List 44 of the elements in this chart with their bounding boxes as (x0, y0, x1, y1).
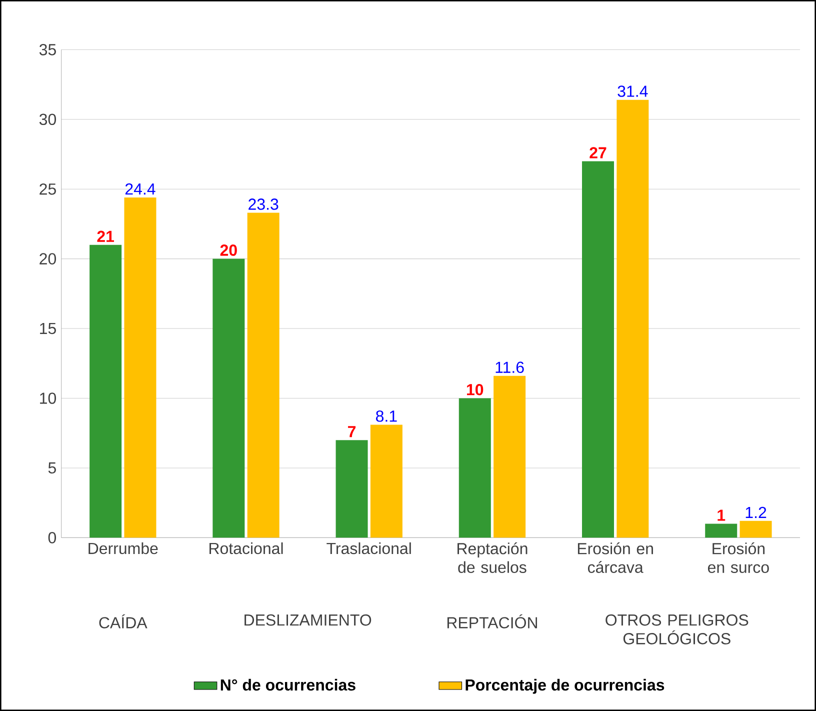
x-tick-label: Rotacional (210, 542, 283, 554)
data-label: 11.6 (496, 362, 524, 373)
y-tick-label: 15 (40, 322, 56, 334)
x-tick-label: Erosión en cárcava (578, 542, 653, 573)
legend-label: Porcentaje de ocurrencias (466, 678, 664, 694)
y-tick-label: 0 (48, 532, 56, 544)
data-label: 10 (467, 384, 484, 396)
bar (124, 197, 156, 538)
data-label: 1.2 (746, 506, 766, 518)
bar (616, 100, 649, 538)
y-tick-label: 10 (40, 392, 56, 404)
x-tick-label: Traslacional (326, 542, 411, 554)
x-tick-label: Erosión en surco (708, 542, 769, 573)
text: DESLIZAMIENTO (244, 614, 372, 626)
bar (90, 244, 122, 538)
bar (370, 424, 402, 538)
bar (740, 520, 772, 538)
y-tick-label: 35 (39, 44, 56, 56)
bar (494, 376, 526, 538)
data-label: 1 (718, 510, 726, 521)
y-tick-label: 20 (40, 253, 56, 264)
bar (458, 398, 491, 538)
data-label: 27 (590, 147, 606, 158)
data-label: 7 (348, 426, 356, 438)
bar (212, 258, 245, 538)
data-label: 31.4 (618, 86, 648, 97)
x-tick-label: Derrumbe (88, 542, 158, 554)
y-tick-label: 25 (40, 183, 56, 195)
data-label: 20 (220, 244, 237, 256)
bar (705, 524, 738, 538)
text: OTROS PELIGROS GEOLÓGICOS (606, 614, 748, 644)
data-label: 23.3 (248, 198, 278, 210)
data-label: 8.1 (376, 410, 397, 422)
text: CAÍDA (99, 614, 148, 628)
data-label: 21 (97, 230, 114, 242)
bar (247, 212, 280, 538)
legend-label: N° de ocurrencias (220, 678, 356, 691)
bar (582, 161, 614, 538)
y-tick-label: 5 (48, 462, 56, 474)
text: REPTACIÓN (447, 614, 537, 628)
bar (336, 440, 368, 538)
data-label: 24.4 (125, 183, 156, 195)
y-tick-label: 30 (39, 114, 56, 126)
x-tick-label: Reptación de suelos (458, 542, 528, 573)
